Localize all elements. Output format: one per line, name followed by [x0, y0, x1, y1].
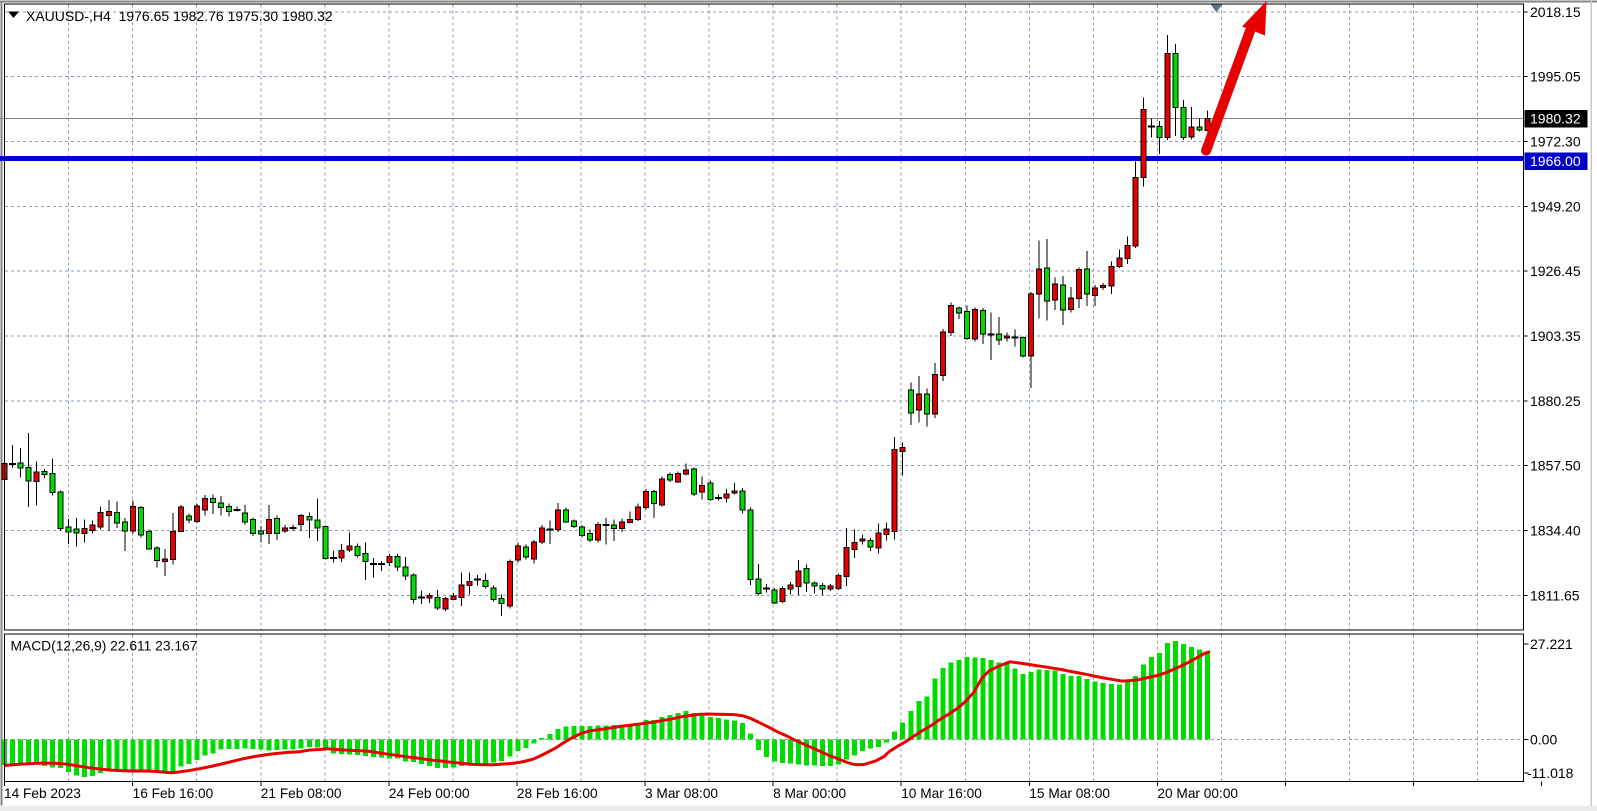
svg-text:1995.05: 1995.05 [1530, 69, 1581, 85]
svg-text:21 Feb 08:00: 21 Feb 08:00 [261, 786, 342, 801]
svg-text:1880.25: 1880.25 [1530, 393, 1581, 409]
svg-text:1903.35: 1903.35 [1530, 328, 1581, 344]
svg-text:0.00: 0.00 [1530, 731, 1557, 747]
svg-text:15 Mar 08:00: 15 Mar 08:00 [1029, 786, 1110, 801]
svg-text:1834.40: 1834.40 [1530, 522, 1581, 538]
svg-text:1949.20: 1949.20 [1530, 198, 1581, 214]
svg-text:3 Mar 08:00: 3 Mar 08:00 [645, 786, 718, 801]
svg-text:16 Feb 16:00: 16 Feb 16:00 [133, 786, 214, 801]
svg-text:1811.65: 1811.65 [1530, 587, 1580, 603]
svg-text:28 Feb 16:00: 28 Feb 16:00 [517, 786, 598, 801]
svg-text:20 Mar 00:00: 20 Mar 00:00 [1157, 786, 1238, 801]
svg-text:10 Mar 16:00: 10 Mar 16:00 [901, 786, 982, 801]
svg-text:XAUUSD-,H4 1976.65 1982.76 19: XAUUSD-,H4 1976.65 1982.76 1975.30 1980.… [26, 8, 333, 24]
svg-text:-11.018: -11.018 [1527, 765, 1574, 781]
svg-text:1966.00: 1966.00 [1530, 153, 1581, 169]
svg-text:24 Feb 00:00: 24 Feb 00:00 [389, 786, 470, 801]
svg-text:1972.30: 1972.30 [1530, 134, 1581, 150]
svg-text:MACD(12,26,9) 22.611 23.167: MACD(12,26,9) 22.611 23.167 [11, 639, 198, 654]
svg-text:2018.15: 2018.15 [1530, 4, 1581, 20]
svg-text:1980.32: 1980.32 [1530, 111, 1581, 127]
svg-text:27.221: 27.221 [1530, 636, 1573, 652]
svg-text:1857.50: 1857.50 [1530, 458, 1581, 474]
svg-text:14 Feb 2023: 14 Feb 2023 [4, 786, 81, 801]
svg-text:1926.45: 1926.45 [1530, 263, 1581, 279]
svg-text:8 Mar 00:00: 8 Mar 00:00 [773, 786, 846, 801]
